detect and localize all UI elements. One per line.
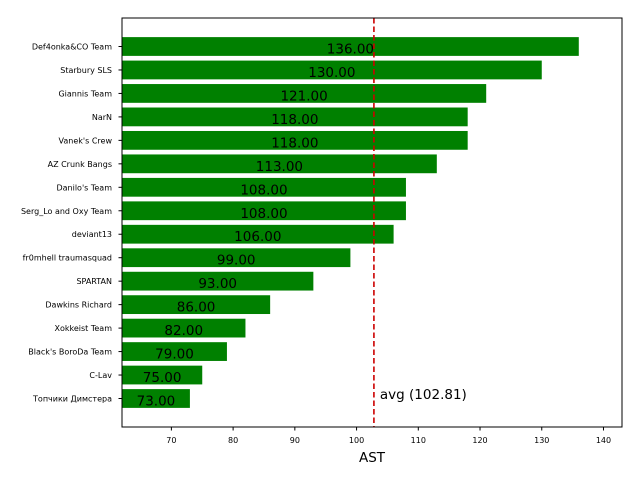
- x-tick-label: 70: [166, 436, 176, 445]
- bar: [122, 130, 468, 150]
- y-tick-label: SPARTAN: [76, 277, 112, 286]
- y-tick-label: C-Lav: [89, 371, 112, 380]
- y-tick-label: Black's BoroDa Team: [28, 348, 112, 357]
- y-axis-ticks: Def4onka&CO Team Starbury SLS Giannis Team…: [21, 43, 122, 404]
- bar: [122, 154, 437, 174]
- bar: [122, 295, 271, 315]
- bar-value-label: 106.00: [234, 229, 281, 245]
- bar: [122, 365, 203, 385]
- y-tick-label: fr0mhell traumasquad: [23, 254, 112, 263]
- bar: [122, 389, 190, 408]
- average-label: avg (102.81): [380, 387, 467, 403]
- x-tick-label: 100: [349, 436, 364, 445]
- x-tick-label: 110: [411, 436, 426, 445]
- bar: [122, 177, 406, 197]
- y-tick-label: Xokkeist Team: [55, 324, 113, 333]
- y-tick-label: NarN: [92, 113, 112, 122]
- bar-value-label: 75.00: [143, 370, 182, 386]
- x-tick-label: 90: [290, 436, 300, 445]
- y-tick-label: Danilo's Team: [56, 183, 112, 192]
- y-tick-label: Vanek's Crew: [59, 136, 113, 145]
- bar-value-label: 73.00: [137, 394, 176, 410]
- plot-frame: [121, 17, 623, 428]
- bar-value-label: 79.00: [155, 347, 194, 363]
- x-tick-label: 130: [534, 436, 549, 445]
- bar-value-label: 113.00: [256, 159, 303, 175]
- bar-value-label: 93.00: [198, 276, 237, 292]
- bar: [122, 224, 394, 244]
- bar-value-label: 130.00: [308, 65, 355, 81]
- y-tick-label: Starbury SLS: [60, 66, 112, 75]
- bar-value-label: 108.00: [240, 206, 287, 222]
- y-tick-label: Serg_Lo and Oxy Team: [21, 207, 112, 216]
- bar-value-label: 118.00: [271, 112, 318, 128]
- bar: [122, 107, 468, 127]
- bar: [122, 342, 227, 361]
- bar: [122, 84, 487, 103]
- bar-value-label: 136.00: [327, 42, 374, 58]
- bar-value-label: 118.00: [271, 135, 318, 151]
- bar-value-label: 121.00: [280, 88, 327, 104]
- y-tick-label: AZ Crunk Bangs: [48, 160, 112, 169]
- y-tick-label: Топчики Димстера: [32, 395, 112, 404]
- x-axis-label: AST: [359, 450, 386, 466]
- bar-value-labels: 136.00 130.00 121.00 118.00 118.00 113.00 108.…: [137, 42, 374, 410]
- x-tick-label: 120: [472, 436, 487, 445]
- x-tick-label: 80: [228, 436, 238, 445]
- bar: [122, 201, 406, 221]
- y-tick-label: Giannis Team: [58, 89, 112, 98]
- bar: [122, 37, 579, 56]
- bar: [122, 271, 314, 291]
- y-tick-label: Dawkins Richard: [45, 301, 112, 310]
- bar: [122, 60, 542, 80]
- bar: [122, 318, 246, 338]
- bar-value-label: 82.00: [164, 323, 203, 339]
- y-tick-label: deviant13: [72, 230, 112, 239]
- x-axis-ticks: 70 80 90 100 110 120 130 140: [166, 427, 611, 445]
- bar: [122, 248, 351, 268]
- y-tick-label: Def4onka&CO Team: [32, 43, 112, 52]
- bar-value-label: 99.00: [217, 253, 256, 269]
- bars-group: [122, 37, 579, 408]
- bar-value-label: 86.00: [177, 300, 216, 316]
- bar-value-label: 108.00: [240, 182, 287, 198]
- x-tick-label: 140: [596, 436, 611, 445]
